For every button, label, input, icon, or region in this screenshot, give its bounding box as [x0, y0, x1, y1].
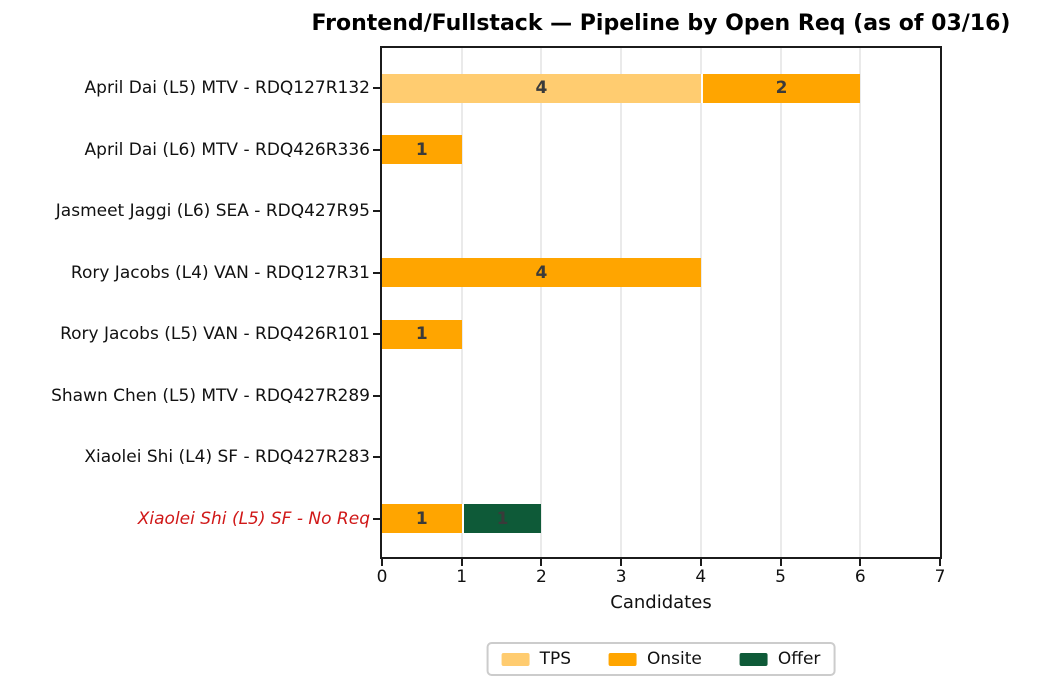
bar-value-label: 4 — [535, 262, 548, 283]
bar-segment-onsite: 1 — [382, 319, 462, 349]
x-axis-tick — [381, 559, 383, 566]
bar-value-label: 4 — [535, 78, 548, 98]
bar-segment-onsite: 4 — [382, 258, 701, 287]
gridline — [859, 48, 862, 557]
legend-item-tps: TPS — [501, 649, 572, 669]
x-axis-tick — [779, 559, 782, 566]
x-axis-tick-label: 6 — [854, 567, 866, 587]
bar-segment-onsite: 1 — [382, 135, 462, 164]
legend-swatch-offer — [739, 652, 768, 666]
legend: TPS Onsite Offer — [486, 642, 836, 676]
bar-segment-onsite: 1 — [382, 504, 462, 533]
legend-item-onsite: Onsite — [609, 649, 702, 669]
legend-label: Onsite — [647, 649, 702, 669]
y-axis-label: Jasmeet Jaggi (L6) SEA - RDQ427R95 — [55, 201, 370, 221]
y-axis-label: April Dai (L6) MTV - RDQ426R336 — [84, 139, 370, 160]
x-axis-tick-label: 5 — [775, 567, 786, 587]
x-axis-tick — [939, 559, 941, 566]
bar-value-label: 2 — [775, 78, 788, 98]
x-axis-tick — [859, 559, 862, 566]
y-axis-tick — [373, 148, 380, 151]
y-axis-label: April Dai (L5) MTV - RDQ127R132 — [84, 78, 370, 98]
chart-title: Frontend/Fullstack — Pipeline by Open Re… — [311, 11, 1011, 36]
x-axis-tick-label: 3 — [615, 567, 627, 587]
x-axis-tick-labels: 0 1 2 3 4 5 6 7 — [0, 566, 1038, 588]
x-axis-tick — [620, 559, 623, 566]
y-axis-labels: April Dai (L5) MTV - RDQ127R132 April Dai… — [0, 0, 370, 689]
y-axis-tick — [373, 517, 380, 520]
y-axis-tick — [373, 87, 380, 89]
y-axis-label: Xiaolei Shi (L4) SF - RDQ427R283 — [84, 447, 370, 467]
y-axis-label: Xiaolei Shi (L5) SF - No Req — [137, 508, 370, 529]
gridline — [460, 48, 463, 557]
legend-swatch-onsite — [609, 652, 638, 666]
gridline — [779, 48, 782, 557]
bar-row: 1 — [382, 135, 462, 164]
x-axis-tick-label: 4 — [695, 567, 707, 587]
x-axis-tick — [699, 559, 702, 566]
y-axis-tick — [373, 456, 380, 458]
bar-segment-onsite: 2 — [700, 73, 861, 103]
bar-value-label: 1 — [415, 324, 428, 344]
x-axis-tick-label: 0 — [376, 567, 388, 587]
bar-row: 4 — [382, 258, 701, 287]
y-axis-tick — [373, 271, 380, 274]
bar-row: 1 — [382, 319, 462, 349]
x-axis-tick-label: 1 — [456, 567, 468, 587]
y-axis-tick — [373, 333, 380, 335]
legend-label: TPS — [539, 649, 572, 669]
gridline — [699, 48, 702, 557]
x-axis-tick-label: 2 — [536, 567, 547, 587]
bar-value-label: 1 — [496, 508, 509, 529]
y-axis-tick — [373, 210, 380, 212]
x-axis-tick — [460, 559, 463, 566]
y-axis-label: Rory Jacobs (L5) VAN - RDQ426R101 — [60, 324, 370, 344]
legend-item-offer: Offer — [739, 649, 821, 669]
y-axis-label: Rory Jacobs (L4) VAN - RDQ127R31 — [70, 262, 370, 283]
legend-label: Offer — [777, 649, 821, 669]
legend-swatch-tps — [501, 652, 530, 666]
x-axis-title: Candidates — [610, 592, 712, 613]
x-axis-tick-label: 7 — [934, 567, 946, 587]
bar-value-label: 1 — [415, 508, 428, 529]
x-axis-tick — [540, 559, 543, 566]
gridline — [540, 48, 543, 557]
bar-segment-tps: 4 — [382, 73, 701, 103]
bar-value-label: 1 — [415, 139, 428, 160]
y-axis-tick — [373, 394, 380, 397]
gridline — [620, 48, 623, 557]
y-axis-label: Shawn Chen (L5) MTV - RDQ427R289 — [51, 385, 370, 406]
bar-segment-offer: 1 — [461, 504, 542, 533]
